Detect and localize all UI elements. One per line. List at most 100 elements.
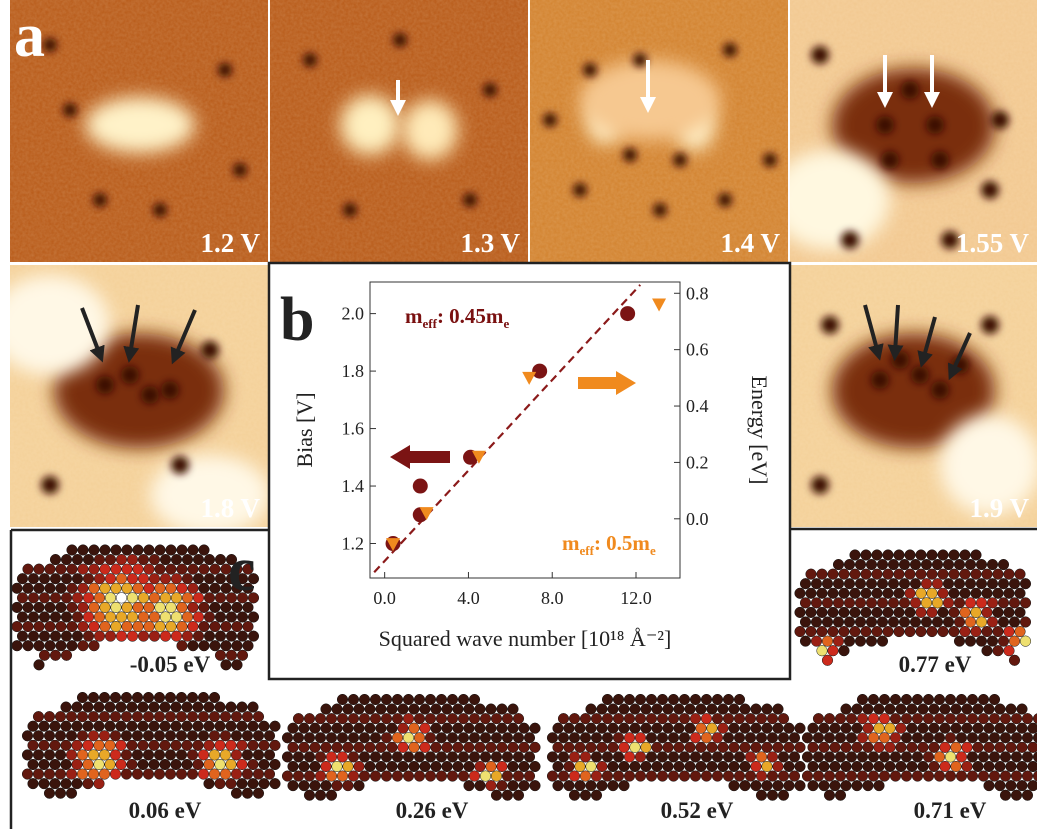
- atom: [901, 732, 912, 743]
- atom: [586, 780, 597, 791]
- atom: [646, 752, 657, 763]
- atom: [927, 569, 938, 580]
- atom: [34, 602, 45, 613]
- atom: [199, 621, 210, 632]
- atom: [872, 588, 883, 599]
- atom: [995, 780, 1006, 791]
- atom: [861, 626, 872, 637]
- atom: [381, 732, 392, 743]
- atom: [414, 752, 425, 763]
- atom: [530, 742, 541, 753]
- atom: [800, 598, 811, 609]
- atom: [469, 752, 480, 763]
- atom: [381, 694, 392, 705]
- atom: [973, 723, 984, 734]
- atom: [868, 694, 879, 705]
- atom: [993, 607, 1004, 618]
- atom: [811, 617, 822, 628]
- atom: [888, 578, 899, 589]
- atom: [575, 780, 586, 791]
- atom: [524, 732, 535, 743]
- atom: [872, 550, 883, 561]
- atom: [989, 771, 1000, 782]
- atom: [56, 640, 67, 651]
- atom: [359, 752, 370, 763]
- atom: [105, 612, 116, 623]
- atom: [188, 583, 199, 594]
- atom: [480, 732, 491, 743]
- atom: [1004, 588, 1015, 599]
- dark-spot: [821, 316, 839, 334]
- atom: [976, 578, 987, 589]
- atom: [1022, 713, 1033, 724]
- atom: [800, 617, 811, 628]
- dark-spot: [233, 163, 247, 177]
- atom: [61, 612, 72, 623]
- atom: [1011, 752, 1022, 763]
- atom: [99, 692, 110, 703]
- dark-spot: [171, 456, 189, 474]
- atom: [965, 559, 976, 570]
- atom: [874, 780, 885, 791]
- atom: [78, 564, 89, 575]
- atom: [177, 602, 188, 613]
- atom: [580, 771, 591, 782]
- atom: [850, 588, 861, 599]
- atom: [22, 730, 33, 741]
- atom: [624, 752, 635, 763]
- atom: [734, 713, 745, 724]
- atom: [204, 778, 215, 789]
- atom: [77, 730, 88, 741]
- atom: [326, 732, 337, 743]
- atom: [923, 694, 934, 705]
- atom: [846, 771, 857, 782]
- atom: [830, 723, 841, 734]
- atom: [209, 692, 220, 703]
- atom: [77, 769, 88, 780]
- atom: [824, 790, 835, 801]
- atom: [381, 713, 392, 724]
- atom: [685, 723, 696, 734]
- atom: [883, 588, 894, 599]
- atom: [160, 631, 171, 642]
- atom: [231, 769, 242, 780]
- atom: [910, 578, 921, 589]
- atom: [723, 713, 734, 724]
- atom: [949, 550, 960, 561]
- atom: [844, 617, 855, 628]
- atom: [171, 759, 182, 770]
- atom: [751, 723, 762, 734]
- atom: [833, 617, 844, 628]
- atom: [237, 631, 248, 642]
- atom: [857, 752, 868, 763]
- atom: [674, 723, 685, 734]
- atom: [905, 607, 916, 618]
- atom: [242, 730, 253, 741]
- atom: [61, 631, 72, 642]
- y-tick-label: 1.6: [342, 419, 365, 439]
- atom: [976, 636, 987, 647]
- atom: [176, 769, 187, 780]
- y-tick-label: 1.2: [342, 534, 365, 554]
- atom: [61, 759, 72, 770]
- atom: [370, 771, 381, 782]
- atom: [879, 752, 890, 763]
- atom: [993, 645, 1004, 656]
- atom: [824, 713, 835, 724]
- atom: [822, 598, 833, 609]
- atom: [436, 732, 447, 743]
- atom: [635, 752, 646, 763]
- atom: [773, 761, 784, 772]
- atom: [927, 550, 938, 561]
- atom: [828, 588, 839, 599]
- atom: [943, 617, 954, 628]
- atom: [149, 573, 160, 584]
- atom: [712, 732, 723, 743]
- x-axis-label: Squared wave number [10¹⁸ Å⁻²]: [379, 626, 672, 651]
- atom: [921, 578, 932, 589]
- atom: [61, 554, 72, 565]
- atom: [1000, 771, 1011, 782]
- atom: [916, 569, 927, 580]
- atom: [811, 636, 822, 647]
- atom: [232, 621, 243, 632]
